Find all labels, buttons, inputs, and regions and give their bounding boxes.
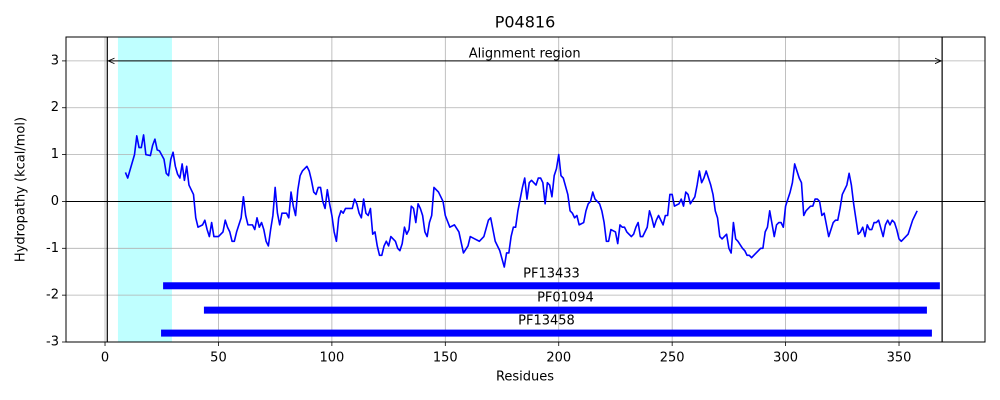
x-tick-label: 100 [319, 351, 344, 366]
x-tick-label: 300 [773, 351, 798, 366]
y-tick-label: -3 [46, 335, 59, 350]
chart-title: P04816 [495, 13, 556, 32]
y-axis-label: Hydropathy (kcal/mol) [14, 117, 29, 262]
x-tick-label: 50 [210, 351, 227, 366]
x-tick-label: 0 [101, 351, 109, 366]
y-tick-label: -2 [46, 288, 59, 303]
y-tick-label: 1 [51, 147, 59, 162]
y-tick-label: -1 [46, 241, 59, 256]
x-tick-label: 150 [433, 351, 458, 366]
y-tick-label: 2 [51, 100, 59, 115]
domain-bar [161, 329, 932, 337]
x-tick-label: 200 [546, 351, 571, 366]
domain-bar [203, 306, 927, 314]
x-tick-label: 350 [887, 351, 912, 366]
y-tick-label: 0 [51, 194, 59, 209]
y-tick-label: 3 [51, 53, 59, 68]
domain-label: PF13458 [518, 314, 575, 329]
hydropathy-line [124, 134, 918, 268]
highlight-span [117, 37, 172, 342]
domain-label: PF13433 [523, 266, 580, 281]
x-tick-label: 250 [660, 351, 685, 366]
x-axis-label: Residues [496, 370, 554, 385]
plot-frame [65, 36, 986, 343]
domain-bar [163, 282, 940, 290]
alignment-label: Alignment region [469, 46, 581, 61]
domain-label: PF01094 [537, 291, 594, 306]
